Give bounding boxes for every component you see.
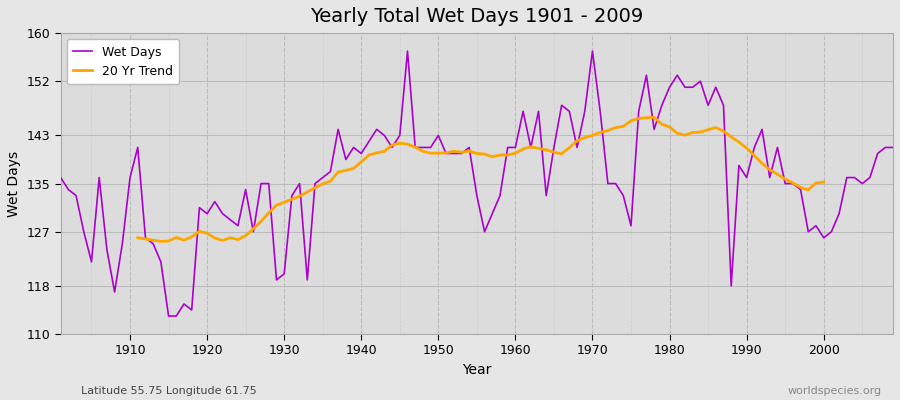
- Wet Days: [518, 109, 528, 114]
- Title: Yearly Total Wet Days 1901 - 2009: Yearly Total Wet Days 1901 - 2009: [310, 7, 644, 26]
- 20 Yr Trend: [803, 188, 814, 192]
- 20 Yr Trend: [618, 124, 629, 129]
- Wet Days: [163, 314, 174, 318]
- Line: Wet Days: Wet Days: [60, 51, 893, 316]
- Wet Days: [340, 157, 351, 162]
- 20 Yr Trend: [232, 237, 243, 242]
- Text: Latitude 55.75 Longitude 61.75: Latitude 55.75 Longitude 61.75: [81, 386, 256, 396]
- Wet Days: [618, 193, 629, 198]
- X-axis label: Year: Year: [463, 363, 491, 377]
- Wet Days: [526, 145, 536, 150]
- Wet Days: [294, 181, 305, 186]
- Text: worldspecies.org: worldspecies.org: [788, 386, 882, 396]
- 20 Yr Trend: [718, 129, 729, 134]
- Y-axis label: Wet Days: Wet Days: [7, 150, 21, 217]
- Wet Days: [402, 49, 413, 54]
- 20 Yr Trend: [818, 180, 829, 184]
- 20 Yr Trend: [156, 239, 166, 244]
- 20 Yr Trend: [734, 140, 744, 144]
- Wet Days: [117, 241, 128, 246]
- Legend: Wet Days, 20 Yr Trend: Wet Days, 20 Yr Trend: [67, 39, 179, 84]
- Line: 20 Yr Trend: 20 Yr Trend: [138, 117, 824, 241]
- Wet Days: [887, 145, 898, 150]
- 20 Yr Trend: [132, 235, 143, 240]
- Wet Days: [55, 175, 66, 180]
- 20 Yr Trend: [348, 166, 359, 171]
- 20 Yr Trend: [649, 115, 660, 120]
